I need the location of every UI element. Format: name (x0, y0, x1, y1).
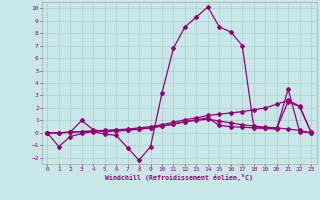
X-axis label: Windchill (Refroidissement éolien,°C): Windchill (Refroidissement éolien,°C) (105, 174, 253, 181)
